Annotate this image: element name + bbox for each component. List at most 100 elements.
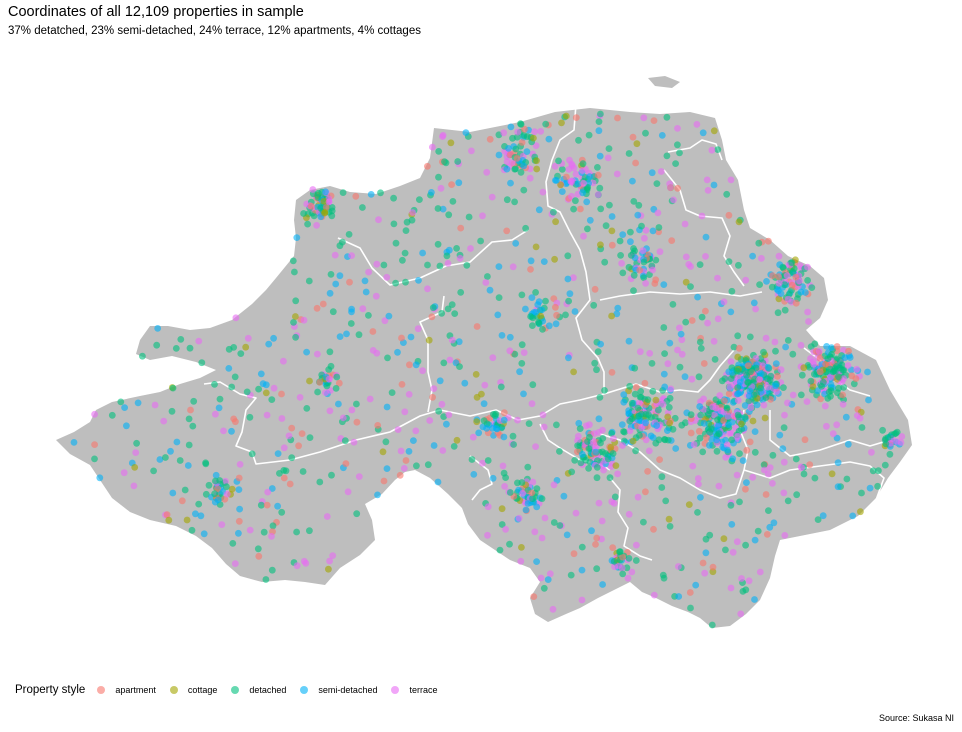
property-point — [736, 378, 744, 386]
property-point — [329, 308, 337, 316]
property-point — [463, 262, 471, 269]
property-point — [623, 564, 631, 572]
property-point — [489, 354, 497, 362]
property-point — [255, 385, 262, 393]
property-point — [735, 413, 743, 421]
property-point — [662, 497, 670, 505]
property-point — [578, 450, 586, 458]
property-point — [700, 420, 708, 427]
property-point — [533, 485, 541, 492]
property-point — [725, 258, 733, 265]
property-point — [640, 518, 647, 526]
property-point — [776, 431, 784, 439]
property-point — [625, 263, 633, 271]
property-point — [467, 245, 474, 252]
property-point — [528, 400, 536, 408]
property-point — [636, 348, 644, 356]
property-point — [520, 162, 527, 170]
property-point — [216, 395, 224, 403]
property-point — [564, 252, 572, 260]
property-point — [592, 448, 600, 456]
property-point — [498, 521, 506, 528]
property-point — [289, 257, 297, 265]
property-point — [394, 348, 401, 356]
property-point — [789, 268, 797, 276]
property-point — [682, 318, 690, 326]
property-point — [593, 565, 601, 573]
property-point — [619, 553, 626, 561]
property-point — [218, 521, 226, 528]
property-point — [237, 350, 245, 357]
property-point — [850, 380, 858, 388]
property-point — [428, 189, 435, 196]
property-point — [473, 393, 481, 401]
property-point — [323, 382, 331, 390]
property-point — [782, 343, 789, 351]
property-point — [405, 391, 413, 398]
property-point — [696, 338, 704, 346]
property-point — [792, 273, 800, 281]
property-point — [468, 456, 476, 463]
property-point — [774, 372, 781, 380]
property-point — [728, 287, 736, 295]
property-point — [744, 362, 752, 369]
property-point — [772, 382, 780, 390]
property-point — [667, 184, 674, 192]
property-point — [674, 141, 681, 149]
property-point — [762, 491, 770, 498]
property-point — [819, 378, 827, 386]
property-point — [516, 368, 523, 376]
property-point — [586, 216, 594, 224]
property-point — [645, 411, 652, 419]
property-point — [531, 528, 539, 536]
property-point — [509, 432, 517, 440]
property-point — [601, 258, 609, 266]
property-point — [336, 272, 344, 280]
property-point — [242, 343, 250, 351]
property-point — [390, 194, 397, 202]
property-point — [500, 433, 508, 441]
property-point — [332, 280, 340, 288]
property-point — [727, 358, 735, 365]
property-point — [183, 516, 191, 524]
property-point — [288, 454, 296, 462]
property-point — [521, 125, 528, 133]
property-point — [721, 397, 728, 405]
property-point — [769, 272, 776, 279]
property-point — [865, 396, 872, 404]
property-point — [551, 255, 558, 263]
property-point — [523, 148, 531, 156]
property-point — [570, 368, 577, 376]
property-point — [792, 299, 800, 307]
property-point — [630, 198, 638, 205]
property-point — [780, 458, 788, 466]
property-point — [632, 383, 640, 391]
property-point — [648, 169, 656, 177]
property-point — [243, 388, 251, 396]
property-point — [314, 388, 321, 396]
property-point — [660, 370, 668, 378]
property-point — [858, 489, 865, 497]
property-point — [580, 232, 587, 240]
property-point — [608, 227, 616, 235]
property-point — [665, 515, 673, 523]
property-point — [734, 332, 742, 340]
property-point — [702, 549, 710, 557]
property-point — [262, 576, 270, 583]
property-point — [733, 367, 741, 375]
property-point — [225, 345, 233, 353]
property-point — [655, 224, 663, 231]
property-point — [169, 384, 177, 392]
property-point — [187, 406, 194, 414]
property-point — [654, 209, 662, 217]
property-point — [711, 356, 719, 363]
property-point — [648, 360, 656, 367]
property-point — [235, 529, 242, 537]
property-point — [853, 365, 861, 373]
property-point — [570, 205, 577, 213]
property-point — [676, 149, 683, 157]
legend-key-semi-detached — [300, 686, 309, 694]
property-point — [313, 222, 320, 229]
property-point — [305, 277, 313, 285]
property-point — [483, 168, 491, 176]
